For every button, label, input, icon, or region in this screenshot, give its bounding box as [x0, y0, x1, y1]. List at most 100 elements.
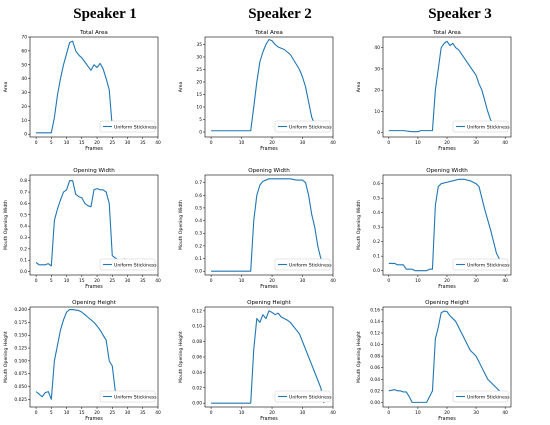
chart-2-plot-frame: [204, 36, 334, 138]
chart-7-x-tick-label: 10: [64, 410, 70, 416]
chart-4-x-tick-label: 40: [155, 278, 161, 284]
chart-5-title: Opening Width: [248, 168, 290, 174]
chart-9-legend-box: [452, 390, 509, 403]
chart-7-x-tick-label: 20: [94, 410, 100, 416]
chart-5-y-axis-label: Mouth Opening Width: [178, 200, 184, 250]
chart-5-x-tick-label: 0: [210, 278, 213, 284]
chart-3-series-line: [388, 40, 506, 133]
chart-2-legend-box: [274, 120, 331, 133]
chart-3-y-tick-label: 10: [374, 109, 380, 115]
chart-8-legend-box: [274, 390, 331, 403]
chart-6-y-tick-label: 0.5: [373, 196, 380, 202]
chart-4-y-tick-label: 0.7: [20, 190, 27, 196]
chart-4-legend-box: [99, 258, 156, 271]
chart-6-x-tick-label: 30: [473, 278, 479, 284]
chart-7-y-tick-label: 0.125: [14, 346, 27, 352]
chart-9-x-tick-label: 0: [387, 410, 390, 416]
chart-1-series-line: [36, 40, 116, 134]
chart-8-y-tick-label: 0.06: [192, 355, 202, 361]
chart-3-x-tick-label: 30: [473, 140, 479, 146]
chart-7-y-tick-label: 0.100: [14, 358, 27, 364]
chart-4-y-tick-label: 0.0: [20, 269, 27, 275]
chart-4-legend-label: Uniform Stickiness: [114, 262, 157, 268]
chart-9-y-tick-label: 0.16: [370, 307, 380, 313]
chart-3-y-tick-label: 0: [377, 130, 380, 136]
chart-8-y-tick-label: 0.04: [192, 370, 202, 376]
chart-3-y-tick-label: 40: [374, 45, 380, 51]
chart-8-y-tick-label: 0.10: [192, 324, 202, 330]
chart-7-x-axis-label: Frames: [85, 416, 103, 422]
chart-2-x-tick-label: 0: [210, 140, 213, 146]
chart-9-y-tick-label: 0.08: [370, 354, 380, 360]
chart-3-x-tick-label: 10: [415, 140, 421, 146]
chart-7-series-line: [35, 309, 134, 400]
chart-8-y-axis-label: Mouth Opening Height: [178, 331, 184, 383]
chart-1-y-tick-label: 0: [24, 132, 27, 138]
chart-9-y-tick-label: 0.06: [370, 365, 380, 371]
chart-2-y-tick-label: 20: [196, 80, 202, 86]
chart-1-y-tick-label: 60: [21, 48, 27, 54]
chart-5-x-tick-label: 40: [330, 278, 336, 284]
chart-2-series-line: [211, 38, 324, 132]
chart-4-x-tick-label: 30: [125, 278, 131, 284]
chart-7-y-tick-label: 0.050: [14, 384, 27, 390]
chart-1-x-tick-label: 30: [125, 140, 131, 146]
chart-7-x-tick-label: 0: [35, 410, 38, 416]
chart-2-y-tick-label: 15: [196, 92, 202, 98]
chart-1-x-tick-label: 15: [79, 140, 85, 146]
chart-5-y-tick-label: 0.4: [195, 218, 202, 224]
chart-6-y-tick-label: 0.1: [373, 254, 380, 260]
chart-3-y-tick-label: 30: [374, 66, 380, 72]
chart-6-x-tick-label: 40: [502, 278, 508, 284]
speaker-2-title: Speaker 2: [248, 6, 312, 22]
chart-1-x-tick-label: 40: [155, 140, 161, 146]
chart-5-plot-frame: [204, 174, 334, 276]
chart-1-x-axis-label: Frames: [85, 146, 103, 152]
chart-5-x-tick-label: 30: [300, 278, 306, 284]
chart-6-y-tick-label: 0.0: [373, 268, 380, 274]
chart-2-y-tick-label: 10: [196, 105, 202, 111]
chart-9-y-tick-label: 0.02: [370, 388, 380, 394]
chart-7-legend-box: [99, 390, 156, 403]
chart-6-title: Opening Width: [426, 168, 468, 174]
chart-9-y-tick-label: 0.12: [370, 331, 380, 337]
chart-4-y-tick-label: 0.2: [20, 246, 27, 252]
chart-7-legend-label: Uniform Stickiness: [114, 394, 157, 400]
chart-1-y-tick-label: 20: [21, 104, 27, 110]
chart-6-legend-box: [452, 258, 509, 271]
chart-5-y-tick-label: 0.2: [195, 243, 202, 249]
chart-8-x-tick-label: 20: [269, 410, 275, 416]
chart-4-y-tick-label: 0.8: [20, 178, 27, 184]
chart-7-x-tick-label: 5: [50, 410, 53, 416]
chart-4-plot-frame: [29, 174, 159, 276]
chart-4-y-tick-label: 0.5: [20, 212, 27, 218]
chart-4-y-tick-label: 0.1: [20, 258, 27, 264]
chart-3-y-tick-label: 20: [374, 88, 380, 94]
chart-9-y-tick-label: 0.10: [370, 342, 380, 348]
chart-2-x-tick-label: 30: [300, 140, 306, 146]
chart-3-x-axis-label: Frames: [438, 146, 456, 152]
chart-6-y-tick-label: 0.2: [373, 239, 380, 245]
chart-8-x-axis-label: Frames: [260, 416, 278, 422]
chart-6-series-line: [388, 178, 506, 272]
chart-5-x-tick-label: 20: [269, 278, 275, 284]
chart-4-y-axis-label: Mouth Opening Width: [3, 200, 9, 250]
chart-1-legend-box: [99, 120, 156, 133]
chart-8-y-tick-label: 0.00: [192, 401, 202, 407]
chart-5-legend-box: [274, 258, 331, 271]
chart-7-y-axis-label: Mouth Opening Height: [3, 331, 9, 383]
chart-6-x-tick-label: 10: [415, 278, 421, 284]
chart-3-legend-box: [452, 120, 509, 133]
chart-9-x-tick-label: 30: [473, 410, 479, 416]
chart-5-series-line: [211, 178, 325, 272]
chart-2-y-tick-label: 25: [196, 67, 202, 73]
chart-7-plot-frame: [29, 306, 159, 408]
chart-7-x-tick-label: 25: [109, 410, 115, 416]
chart-4-title: Opening Width: [73, 168, 115, 174]
chart-1-legend-label: Uniform Stickiness: [114, 124, 157, 130]
chart-3-y-axis-label: Area: [356, 82, 362, 93]
chart-8-y-tick-label: 0.12: [192, 308, 202, 314]
chart-6-y-tick-label: 0.3: [373, 225, 380, 231]
chart-3-title: Total Area: [432, 30, 461, 36]
